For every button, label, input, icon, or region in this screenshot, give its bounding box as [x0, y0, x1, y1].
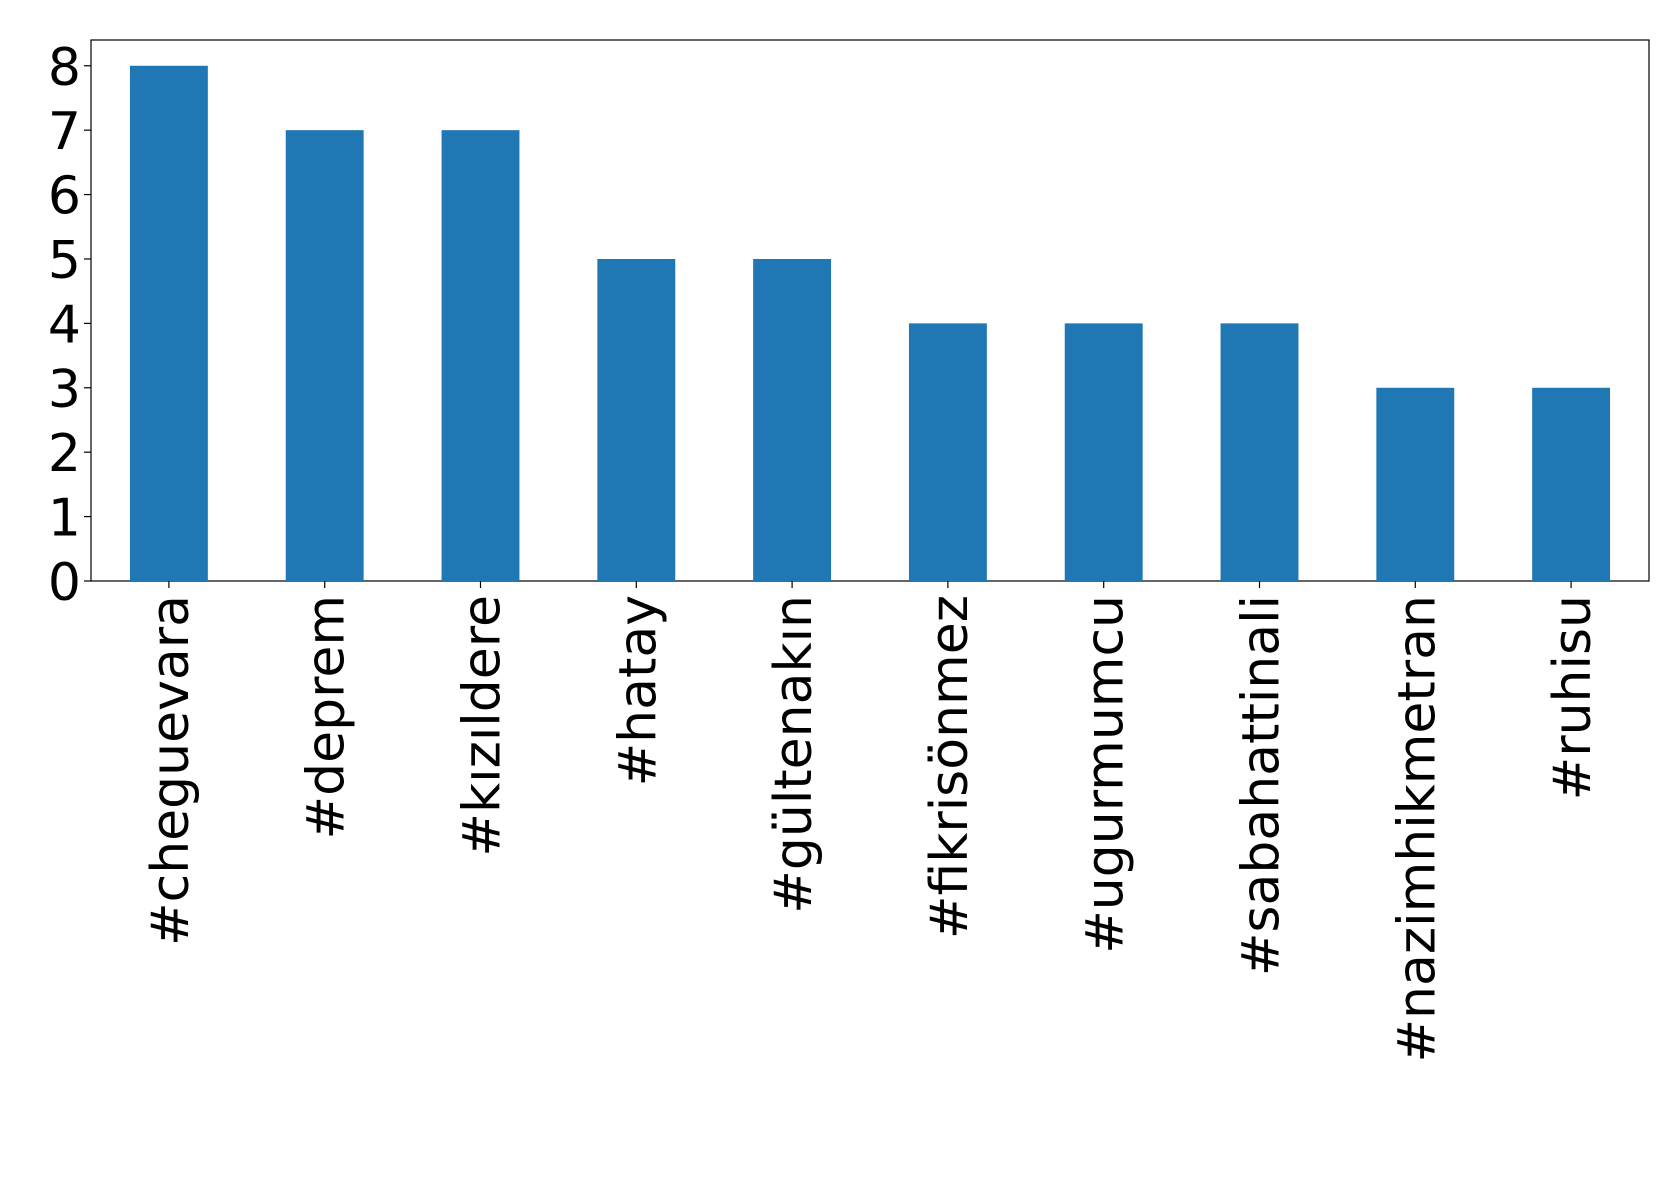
y-tick-label: 4	[48, 295, 81, 355]
x-tick-label: #kızıldere	[453, 595, 513, 857]
bar	[441, 130, 520, 581]
x-tick-label: #gültenakın	[764, 595, 824, 914]
y-tick-label: 6	[48, 167, 81, 227]
x-tick-label: #sabahattinali	[1232, 595, 1292, 976]
bar	[1532, 387, 1611, 581]
x-tick-label: #hatay	[608, 595, 668, 786]
x-tick-label: #ruhisu	[1543, 595, 1603, 800]
x-tick-label: #cheguevara	[141, 595, 201, 946]
x-tick-label: #nazimhikmetran	[1387, 595, 1447, 1063]
y-tick-label: 5	[48, 231, 81, 291]
y-tick-label: 8	[48, 38, 81, 98]
bar	[1376, 387, 1455, 581]
x-tick-label: #fikrisönmez	[920, 595, 980, 939]
plot-frame	[90, 39, 1650, 582]
bar	[129, 65, 208, 581]
x-tick-label: #deprem	[297, 595, 357, 839]
bar	[285, 130, 364, 581]
y-tick-label: 0	[48, 553, 81, 613]
y-tick-label: 7	[48, 102, 81, 162]
y-tick-label: 1	[48, 489, 81, 549]
x-tick-label: #ugurmumcu	[1076, 595, 1136, 954]
bar	[1220, 323, 1299, 581]
y-tick-label: 3	[48, 360, 81, 420]
bar	[1064, 323, 1143, 581]
bar	[597, 258, 676, 581]
y-tick-label: 2	[48, 424, 81, 484]
bar	[908, 323, 987, 581]
bar	[753, 258, 832, 581]
